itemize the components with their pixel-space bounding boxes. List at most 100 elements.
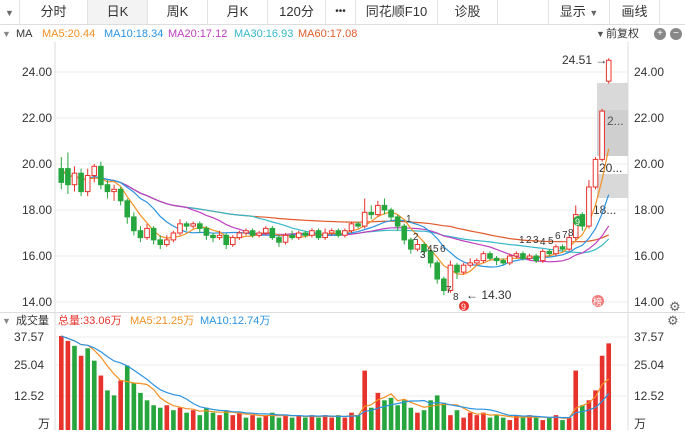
candle[interactable] xyxy=(196,223,203,229)
volume-bar[interactable] xyxy=(408,407,414,430)
volume-bar[interactable] xyxy=(540,420,546,430)
candle[interactable] xyxy=(131,216,137,232)
volume-bar[interactable] xyxy=(553,415,559,430)
volume-bar[interactable] xyxy=(335,415,341,430)
candle[interactable] xyxy=(295,232,302,239)
candle[interactable] xyxy=(342,230,348,236)
candle[interactable] xyxy=(78,172,84,193)
candle[interactable] xyxy=(605,59,612,82)
volume-bar[interactable] xyxy=(190,410,196,430)
volume-bar[interactable] xyxy=(263,415,269,430)
candle[interactable] xyxy=(164,239,170,245)
volume-bar[interactable] xyxy=(454,410,460,430)
volume-bar[interactable] xyxy=(494,415,499,430)
volume-bar[interactable] xyxy=(85,348,90,430)
candle[interactable] xyxy=(441,278,447,291)
draw-line-button[interactable]: 画线 xyxy=(610,0,660,24)
volume-bar[interactable] xyxy=(368,407,374,430)
candle[interactable] xyxy=(177,223,183,234)
candle[interactable] xyxy=(289,234,295,239)
volume-bar[interactable] xyxy=(487,417,493,430)
volume-bar[interactable] xyxy=(65,340,71,430)
volume-bar[interactable] xyxy=(355,415,361,430)
candle[interactable] xyxy=(243,230,249,234)
nine-signal-badge[interactable] xyxy=(459,301,469,311)
event-marker-icon[interactable] xyxy=(592,295,604,307)
volume-bar[interactable] xyxy=(237,412,242,430)
volume-bar[interactable] xyxy=(533,417,539,430)
volume-bar[interactable] xyxy=(481,412,486,430)
candle[interactable] xyxy=(381,204,388,211)
volume-bar[interactable] xyxy=(131,382,137,430)
volume-bar[interactable] xyxy=(507,420,513,430)
volume-bar[interactable] xyxy=(560,420,565,430)
volume-bar[interactable] xyxy=(520,417,526,430)
volume-bar[interactable] xyxy=(375,392,381,430)
volume-bar[interactable] xyxy=(388,397,394,430)
candle[interactable] xyxy=(124,200,131,218)
price-settings-gear-icon[interactable]: ⚙ xyxy=(669,299,681,314)
tab-weekly-k[interactable]: 周K xyxy=(148,0,208,24)
volume-bar[interactable] xyxy=(421,410,427,430)
collapse-arrow-icon[interactable]: ▼ xyxy=(2,29,11,39)
tab-daily-k[interactable]: 日K xyxy=(88,0,148,24)
candle[interactable] xyxy=(315,230,322,239)
candle[interactable] xyxy=(394,216,401,227)
volume-bar[interactable] xyxy=(434,395,440,430)
volume-bar[interactable] xyxy=(111,395,117,430)
candle[interactable] xyxy=(302,232,309,236)
volume-bar[interactable] xyxy=(448,415,453,430)
candle[interactable] xyxy=(414,244,421,250)
candle[interactable] xyxy=(144,227,150,239)
candle[interactable] xyxy=(71,172,78,186)
candle[interactable] xyxy=(500,260,506,264)
candle[interactable] xyxy=(58,168,65,183)
tab-fenshi[interactable]: 分时 xyxy=(20,0,88,24)
candle[interactable] xyxy=(408,239,414,250)
volume-bar[interactable] xyxy=(580,405,585,430)
candle[interactable] xyxy=(473,260,480,264)
candle[interactable] xyxy=(460,264,467,273)
candle[interactable] xyxy=(150,227,157,241)
candle[interactable] xyxy=(599,110,605,160)
dropdown-arrow-icon[interactable]: ▼ xyxy=(0,0,20,24)
volume-bar[interactable] xyxy=(322,415,328,430)
candle[interactable] xyxy=(348,223,355,232)
candle[interactable] xyxy=(493,257,500,262)
candle[interactable] xyxy=(276,237,282,243)
volume-bar[interactable] xyxy=(197,415,203,430)
candle[interactable] xyxy=(526,255,533,259)
volume-bar[interactable] xyxy=(586,400,592,430)
nine-signal-badge[interactable] xyxy=(573,216,583,226)
candle[interactable] xyxy=(480,253,487,262)
candle[interactable] xyxy=(546,250,553,255)
candle[interactable] xyxy=(454,264,460,273)
candle[interactable] xyxy=(401,225,408,241)
candle[interactable] xyxy=(368,211,375,216)
volume-bar[interactable] xyxy=(283,415,288,430)
volume-bar[interactable] xyxy=(296,415,302,430)
candle[interactable] xyxy=(467,262,474,266)
volume-bar[interactable] xyxy=(382,400,387,430)
volume-bar[interactable] xyxy=(527,415,532,430)
volume-bar[interactable] xyxy=(230,415,236,430)
volume-bar[interactable] xyxy=(58,335,64,430)
adjust-mode-button[interactable]: 前复权 xyxy=(606,28,639,40)
candle[interactable] xyxy=(117,188,124,202)
volume-bar[interactable] xyxy=(606,343,612,430)
volume-bar[interactable] xyxy=(256,417,262,430)
candle[interactable] xyxy=(375,204,381,216)
volume-bar[interactable] xyxy=(243,417,249,430)
candle[interactable] xyxy=(203,227,210,236)
candle[interactable] xyxy=(104,184,111,193)
candle[interactable] xyxy=(84,175,91,193)
volume-bar[interactable] xyxy=(250,415,255,430)
candle[interactable] xyxy=(361,211,368,227)
volume-bar[interactable] xyxy=(270,412,275,430)
candle[interactable] xyxy=(98,165,104,186)
volume-bar[interactable] xyxy=(401,400,407,430)
candle[interactable] xyxy=(157,239,164,245)
candle[interactable] xyxy=(572,214,579,239)
volume-bar[interactable] xyxy=(309,415,315,430)
